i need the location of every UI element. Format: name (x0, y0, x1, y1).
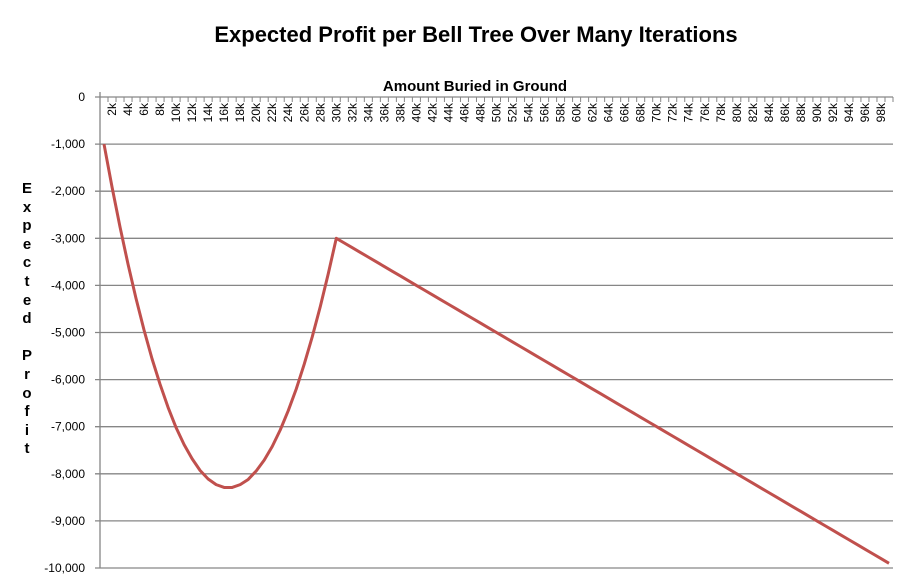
x-tick-label: 48k (473, 102, 487, 122)
x-tick-label: 22k (265, 102, 279, 122)
x-tick-label: 18k (233, 102, 247, 122)
y-axis-label: E x p e c t e d P r o f i t (21, 180, 32, 458)
chart-title: Expected Profit per Bell Tree Over Many … (214, 22, 738, 47)
x-tick-label: 6k (137, 102, 151, 116)
x-tick-label: 72k (666, 102, 680, 122)
x-tick-label: 12k (185, 102, 199, 122)
x-tick-label: 78k (714, 102, 728, 122)
x-tick-label: 26k (297, 102, 311, 122)
x-tick-label: 98k (874, 102, 888, 122)
y-tick-label: -2,000 (51, 184, 85, 198)
x-tick-label: 42k (425, 102, 439, 122)
x-tick-label: 90k (810, 102, 824, 122)
x-tick-label: 2k (105, 102, 119, 116)
series-line (102, 143, 890, 565)
x-tick-label: 84k (762, 102, 776, 122)
x-tick-label: 16k (217, 102, 231, 122)
x-tick-label: 52k (506, 102, 520, 122)
x-tick-label: 60k (570, 102, 584, 122)
x-tick-label: 76k (698, 102, 712, 122)
x-tick-label: 54k (522, 102, 536, 122)
x-tick-label: 58k (554, 102, 568, 122)
x-tick-label: 14k (201, 102, 215, 122)
x-tick-label: 62k (586, 102, 600, 122)
x-tick-label: 68k (634, 102, 648, 122)
y-tick-label: -8,000 (51, 467, 85, 481)
x-tick-label: 20k (249, 102, 263, 122)
x-tick-label: 82k (746, 102, 760, 122)
x-tick-label: 92k (826, 102, 840, 122)
x-tick-label: 96k (858, 102, 872, 122)
x-tick-label: 8k (153, 102, 167, 116)
x-tick-label: 28k (313, 102, 327, 122)
y-tick-label: -10,000 (44, 561, 85, 575)
x-tick-label: 86k (778, 102, 792, 122)
y-tick-label: -7,000 (51, 420, 85, 434)
y-tick-label: 0 (78, 90, 85, 104)
x-tick-label: 4k (121, 102, 135, 116)
x-tick-label: 40k (409, 102, 423, 122)
x-tick-label: 30k (329, 102, 343, 122)
y-tick-label: -1,000 (51, 137, 85, 151)
y-tick-label: -9,000 (51, 514, 85, 528)
y-tick-label: -3,000 (51, 231, 85, 245)
x-tick-label: 10k (169, 102, 183, 122)
x-tick-label: 34k (361, 102, 375, 122)
y-tick-label: -6,000 (51, 373, 85, 387)
x-tick-label: 88k (794, 102, 808, 122)
x-axis-label: Amount Buried in Ground (383, 78, 567, 95)
x-tick-label: 94k (842, 102, 856, 122)
x-tick-label: 74k (682, 102, 696, 122)
x-tick-label: 24k (281, 102, 295, 122)
x-tick-label: 38k (393, 102, 407, 122)
x-tick-label: 80k (730, 102, 744, 122)
x-tick-label: 56k (538, 102, 552, 122)
x-tick-label: 70k (650, 102, 664, 122)
x-tick-label: 46k (457, 102, 471, 122)
y-tick-label: -4,000 (51, 278, 85, 292)
x-tick-label: 64k (602, 102, 616, 122)
x-tick-label: 50k (490, 102, 504, 122)
x-tick-label: 66k (618, 102, 632, 122)
y-tick-label: -5,000 (51, 326, 85, 340)
x-tick-label: 44k (441, 102, 455, 122)
x-tick-label: 32k (345, 102, 359, 122)
x-tick-label: 36k (377, 102, 391, 122)
